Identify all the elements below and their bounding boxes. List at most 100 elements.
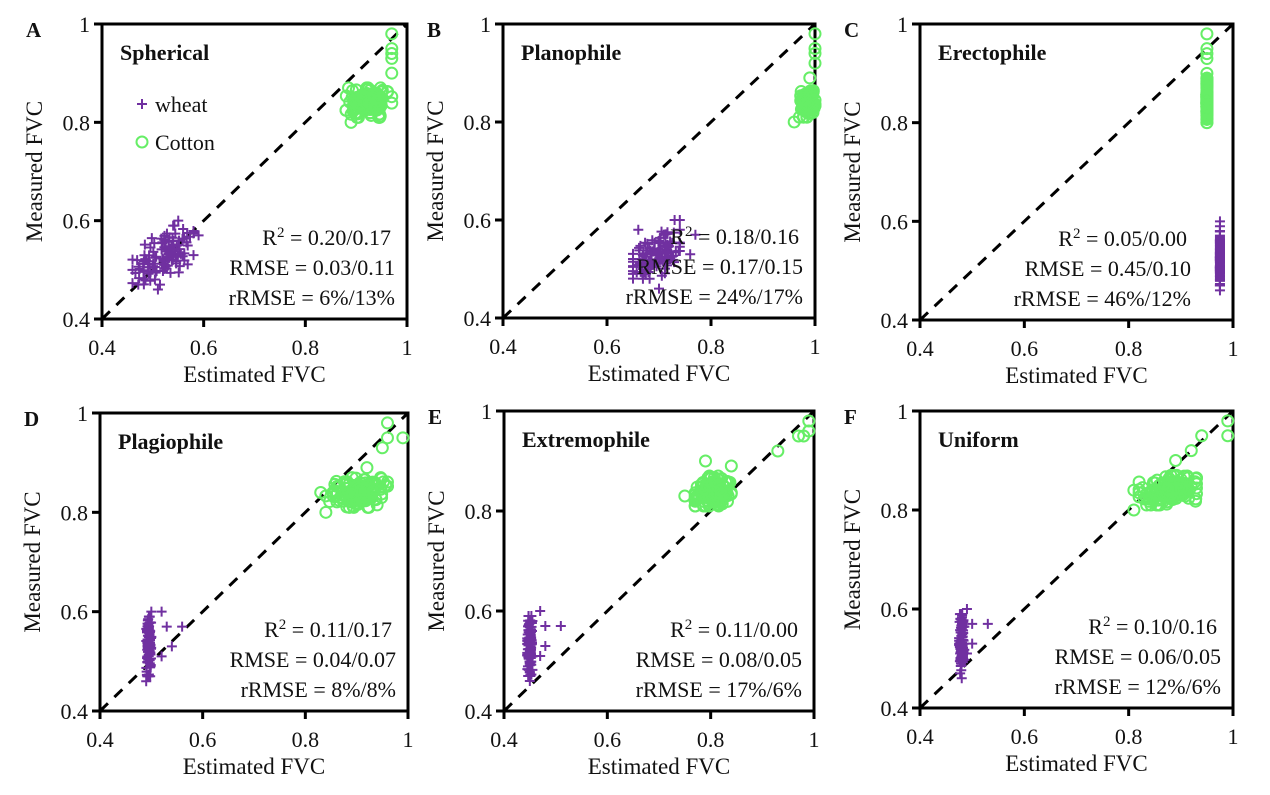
x-tick-label: 1	[809, 727, 820, 752]
cotton-point	[1173, 476, 1187, 490]
cotton-point	[1169, 454, 1183, 467]
x-axis-title: Estimated FVC	[183, 754, 325, 779]
wheat-point	[524, 651, 535, 662]
wheat-point	[523, 640, 534, 651]
cotton-point	[1136, 481, 1150, 495]
legend-cotton-marker-icon	[135, 135, 149, 149]
panel-letter: F	[844, 405, 857, 429]
cotton-point	[339, 103, 353, 117]
y-tick-label: 0.8	[464, 110, 492, 135]
cotton-point	[1200, 52, 1214, 66]
r2-label: R2 = 0.05/0.00	[1058, 226, 1187, 251]
wheat-point	[145, 242, 156, 253]
cotton-point	[385, 42, 399, 56]
x-tick-label: 1	[1228, 336, 1239, 361]
panel-letter: A	[26, 18, 42, 42]
cotton-point	[714, 483, 728, 497]
cotton-point	[1189, 481, 1203, 495]
wheat-point	[535, 651, 546, 661]
rrmse-label: rRMSE = 8%/8%	[241, 677, 396, 702]
wheat-point	[182, 259, 193, 270]
wheat-point	[182, 227, 193, 238]
wheat-point	[139, 239, 150, 250]
rmse-label: RMSE = 0.06/0.05	[1055, 644, 1221, 669]
wheat-point	[535, 606, 546, 616]
wheat-point	[956, 673, 967, 684]
x-tick-label: 0.6	[593, 334, 621, 359]
panel-title: Erectophile	[938, 40, 1047, 65]
y-tick-label: 0.4	[881, 696, 909, 721]
cotton-point	[370, 101, 384, 115]
x-axis-title: Estimated FVC	[1005, 751, 1147, 776]
x-tick-label: 0.8	[1115, 724, 1143, 749]
cotton-point	[1221, 429, 1235, 443]
rrmse-label: rRMSE = 6%/13%	[229, 285, 395, 310]
y-tick-label: 0.8	[63, 110, 91, 135]
panel-c: Estimated FVC Measured FVC 0.4 0.4 0.6 0.6 0…	[840, 12, 1239, 388]
y-axis-title: Measured FVC	[20, 491, 45, 632]
y-tick-label: 0.4	[881, 308, 909, 333]
r2-label: R2 = 0.20/0.17	[262, 225, 391, 250]
panel-letter: C	[844, 18, 859, 42]
cotton-point	[1177, 469, 1191, 483]
cotton-point	[1200, 42, 1214, 56]
x-axis-title: Estimated FVC	[183, 362, 325, 387]
cotton-point	[396, 431, 410, 445]
cotton-point	[345, 471, 359, 485]
wheat-point	[957, 618, 968, 629]
cotton-point	[1200, 66, 1214, 80]
wheat-point	[156, 651, 167, 662]
plot-frame	[501, 22, 817, 320]
rmse-label: RMSE = 0.45/0.10	[1025, 256, 1191, 281]
cotton-point	[360, 461, 374, 475]
cotton-point	[808, 56, 822, 70]
wheat-point	[640, 237, 651, 248]
x-tick-label: 0.8	[292, 727, 320, 752]
panel-title: Planophile	[521, 40, 621, 65]
rrmse-label: rRMSE = 24%/17%	[626, 284, 803, 309]
wheat-point	[149, 274, 160, 285]
wheat-point	[958, 616, 969, 627]
wheat-point	[660, 240, 671, 251]
wheat-point	[525, 653, 536, 664]
panel-title: Extremophile	[522, 427, 650, 452]
cotton-point	[771, 444, 785, 458]
wheat-point	[146, 606, 157, 617]
y-tick-label: 1	[480, 12, 491, 37]
wheat-point	[164, 246, 175, 257]
cotton-point	[344, 115, 358, 129]
wheat-point	[667, 237, 678, 248]
panel-b: Estimated FVC Measured FVC 0.4 0.4 0.6 0.6 0…	[423, 12, 822, 386]
wheat-point	[1214, 256, 1225, 267]
cotton-point	[1195, 429, 1209, 443]
wheat-point	[174, 244, 185, 255]
y-tick-label: 1	[897, 399, 908, 424]
x-axis-title: Estimated FVC	[588, 754, 730, 779]
wheat-point	[145, 648, 156, 659]
cotton-point	[1184, 444, 1198, 458]
wheat-point	[145, 275, 156, 286]
cotton-point	[374, 81, 388, 95]
rrmse-label: rRMSE = 46%/12%	[1014, 286, 1191, 311]
rrmse-label: rRMSE = 17%/6%	[636, 677, 802, 702]
legend: wheat Cotton	[135, 92, 215, 155]
wheat-point	[138, 256, 149, 267]
panel-a: Estimated FVC Measured FVC 0.4 0.4 0.6 0.6 0…	[22, 12, 413, 387]
rrmse-label: rRMSE = 12%/6%	[1055, 674, 1221, 699]
y-axis-title: Measured FVC	[840, 101, 865, 242]
cotton-point	[385, 96, 399, 110]
cotton-point	[385, 66, 399, 80]
cotton-point	[357, 490, 371, 504]
wheat-point	[175, 248, 186, 259]
wheat-point	[157, 258, 168, 269]
panel-letter: B	[427, 18, 441, 42]
wheat-point	[967, 618, 978, 629]
cotton-point	[800, 97, 814, 111]
y-axis-title: Measured FVC	[423, 100, 448, 241]
x-tick-label: 0.4	[906, 336, 934, 361]
panel-letter: E	[428, 405, 442, 429]
wheat-point	[156, 606, 167, 617]
cotton-point	[375, 441, 389, 455]
cotton-point	[802, 424, 816, 438]
